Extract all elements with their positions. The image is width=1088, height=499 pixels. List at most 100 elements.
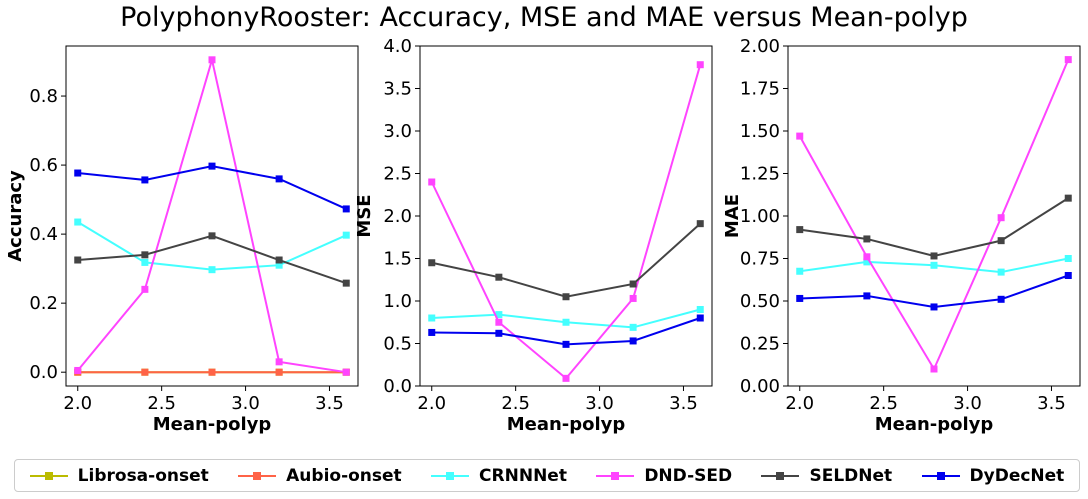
y-tick-label: 0.2	[29, 293, 58, 314]
legend-swatch-icon	[761, 470, 800, 482]
plot-frame	[65, 45, 359, 387]
series-crnnnet	[74, 218, 350, 274]
y-axis-title: MAE	[722, 194, 743, 238]
y-tick-label: 3.0	[383, 121, 412, 142]
legend-label: DyDecNet	[969, 465, 1065, 486]
data-point	[208, 368, 216, 376]
y-tick-label: 2.00	[740, 36, 780, 57]
data-point	[863, 258, 871, 266]
data-point	[629, 337, 637, 345]
plot-frame	[787, 45, 1081, 387]
data-point	[428, 259, 436, 267]
legend-item-seldnet: SELDNet	[761, 466, 892, 486]
data-point	[1064, 56, 1072, 64]
series-seldnet	[74, 232, 350, 287]
y-axis-title: MSE	[354, 194, 375, 237]
data-point	[1064, 272, 1072, 279]
data-point	[342, 231, 350, 239]
y-tick-label: 0.5	[383, 334, 412, 355]
y-tick-label: 1.75	[740, 79, 780, 100]
data-point	[796, 226, 804, 234]
y-tick-label: 0.25	[740, 334, 780, 355]
x-tick-label: 2.0	[785, 393, 814, 414]
x-tick-label: 3.0	[231, 393, 260, 414]
series-aubio-onset	[74, 368, 350, 376]
legend: Librosa-onset Aubio-onset CRNNNet DND-SE…	[14, 459, 1080, 492]
data-point	[275, 175, 283, 183]
data-point	[495, 318, 503, 326]
data-point	[1064, 255, 1072, 262]
y-tick-label: 2.5	[383, 164, 412, 185]
y-tick-label: 0.4	[29, 224, 58, 245]
legend-swatch-icon	[431, 470, 470, 482]
figure-title: PolyphonyRooster: Accuracy, MSE and MAE …	[120, 2, 968, 33]
data-point	[275, 368, 283, 376]
y-tick-label: 1.5	[383, 249, 412, 270]
series-line	[77, 234, 347, 285]
y-tick-label: 0.6	[29, 155, 58, 176]
data-point	[930, 252, 938, 260]
data-point	[629, 294, 637, 302]
data-point	[428, 178, 436, 186]
data-point	[863, 235, 871, 243]
series-line	[77, 165, 347, 210]
y-tick-label: 0.0	[383, 376, 412, 397]
data-point	[629, 280, 637, 288]
data-point	[495, 329, 503, 337]
data-point	[74, 366, 82, 374]
data-point	[208, 162, 216, 170]
legend-swatch-icon	[921, 470, 960, 482]
series-line	[799, 274, 1069, 308]
series-dnd-sed	[428, 61, 704, 382]
y-tick-label: 1.00	[740, 206, 780, 227]
data-point	[863, 253, 871, 261]
legend-item-dnd-sed: DND-SED	[596, 466, 732, 486]
data-point	[342, 279, 350, 287]
data-point	[997, 214, 1005, 222]
data-point	[141, 258, 149, 266]
data-point	[796, 294, 804, 302]
data-point	[495, 311, 503, 319]
data-point	[930, 261, 938, 269]
data-point	[275, 256, 283, 264]
x-axis-title: Mean-polyp	[153, 414, 272, 435]
x-tick-label: 2.5	[869, 393, 898, 414]
data-point	[275, 261, 283, 269]
series-line	[798, 59, 1070, 372]
plot-frame	[419, 45, 713, 387]
legend-swatch-icon	[29, 470, 68, 482]
data-point	[997, 237, 1005, 245]
y-tick-label: 4.0	[383, 36, 412, 57]
data-point	[629, 323, 637, 331]
x-tick-label: 2.0	[417, 393, 446, 414]
data-point	[275, 358, 283, 366]
series-dydecnet	[74, 162, 350, 213]
data-point	[696, 220, 704, 228]
data-point	[208, 56, 216, 64]
x-tick-label: 2.5	[147, 393, 176, 414]
series-dydecnet	[428, 314, 704, 348]
data-point	[428, 328, 436, 336]
data-point	[696, 306, 704, 313]
data-point	[342, 205, 350, 213]
data-point	[796, 267, 804, 275]
plots-canvas: 2.0 2.5 3.0 3.5 0.0 0.2 0.4 0.6 0.8 Mean-polyp Acc…	[5, 36, 1081, 435]
data-point	[930, 365, 938, 373]
legend-item-aubio-onset: Aubio-onset	[238, 466, 402, 486]
x-tick-label: 2.0	[63, 393, 92, 414]
x-tick-label: 2.5	[501, 393, 530, 414]
data-point	[796, 132, 804, 140]
legend-item-librosa-onset: Librosa-onset	[29, 465, 209, 486]
data-point	[562, 374, 570, 382]
y-tick-label: 0.8	[29, 86, 58, 107]
y-axis-title: Accuracy	[5, 170, 26, 262]
data-point	[562, 293, 570, 301]
legend-label: Librosa-onset	[77, 465, 209, 486]
series-line	[77, 221, 347, 271]
legend-label: Aubio-onset	[286, 465, 402, 486]
x-axis-title: Mean-polyp	[507, 414, 626, 435]
data-point	[141, 176, 149, 184]
y-tick-label: 0.0	[29, 362, 58, 383]
x-tick-label: 3.0	[953, 393, 982, 414]
series-crnnnet	[796, 255, 1072, 276]
